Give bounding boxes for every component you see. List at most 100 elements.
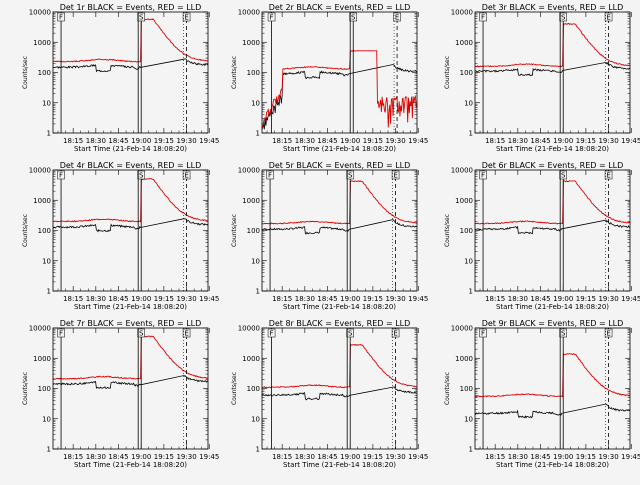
- x-tick-label: 18:15: [272, 295, 292, 303]
- x-tick-label: 19:15: [363, 453, 383, 461]
- x-tick-label: 19:15: [363, 295, 383, 303]
- marker-code: E: [393, 330, 397, 338]
- y-axis-label: Counts/sec: [231, 372, 238, 405]
- x-tick-label: 19:15: [154, 137, 174, 145]
- panel-title: Det 4r BLACK = Events, RED = LLD: [60, 161, 202, 170]
- y-tick-label: 100: [460, 385, 473, 393]
- x-tick-label: 18:15: [63, 295, 83, 303]
- marker-code: F: [59, 14, 63, 22]
- x-axis-label: Start Time (21-Feb-14 18:08:20): [74, 461, 187, 469]
- panel-title: Det 5r BLACK = Events, RED = LLD: [269, 161, 411, 170]
- y-tick-label: 10: [464, 99, 473, 107]
- plot-frame: [474, 11, 631, 134]
- y-tick-label: 10000: [238, 167, 260, 175]
- plot-frame: [474, 327, 631, 450]
- x-tick-label: 18:15: [63, 137, 83, 145]
- marker-box-E: [182, 12, 191, 22]
- marker-code: F: [270, 14, 274, 22]
- x-tick-label: 18:30: [295, 137, 315, 145]
- panel-det-1r: Det 1r BLACK = Events, RED = LLD Counts/s…: [22, 3, 219, 153]
- y-tick-label: 10000: [29, 9, 51, 17]
- x-tick-label: 19:00: [340, 137, 360, 145]
- events-series: [474, 403, 630, 419]
- x-axis-label: Start Time (21-Feb-14 18:08:20): [283, 461, 396, 469]
- marker-code: S: [348, 330, 353, 338]
- y-tick-label: 100: [460, 227, 473, 235]
- panel-title: Det 1r BLACK = Events, RED = LLD: [60, 3, 202, 12]
- x-tick-label: 19:00: [340, 295, 360, 303]
- y-tick-label: 10000: [238, 9, 260, 17]
- x-tick-label: 19:30: [598, 295, 618, 303]
- panel-title: Det 7r BLACK = Events, RED = LLD: [60, 319, 202, 328]
- x-tick-label: 18:30: [86, 137, 106, 145]
- marker-box-E: [182, 328, 191, 338]
- marker-code: F: [481, 330, 485, 338]
- y-tick-label: 10000: [451, 9, 473, 17]
- y-tick-label: 100: [38, 69, 51, 77]
- x-tick-label: 19:15: [576, 453, 596, 461]
- marker-code: S: [561, 172, 566, 180]
- y-tick-label: 10: [42, 415, 51, 423]
- x-tick-label: 18:15: [272, 453, 292, 461]
- marker-box-F: [479, 12, 487, 22]
- x-tick-label: 19:30: [176, 137, 196, 145]
- x-tick-label: 18:15: [272, 137, 292, 145]
- panel-det-4r: Det 4r BLACK = Events, RED = LLD Counts/s…: [22, 161, 219, 311]
- x-axis-label: Start Time (21-Feb-14 18:08:20): [74, 303, 187, 311]
- y-axis-label: Counts/sec: [231, 56, 238, 89]
- marker-box-E: [391, 328, 400, 338]
- marker-code: E: [184, 172, 188, 180]
- x-tick-label: 19:15: [576, 295, 596, 303]
- marker-code: F: [59, 330, 63, 338]
- x-tick-label: 18:15: [485, 295, 505, 303]
- events-series: [474, 61, 631, 77]
- y-tick-label: 10: [464, 415, 473, 423]
- x-tick-label: 18:30: [508, 453, 528, 461]
- x-tick-label: 18:45: [317, 453, 337, 461]
- x-tick-label: 19:15: [576, 137, 596, 145]
- events-series: [52, 58, 209, 73]
- x-tick-label: 18:45: [108, 137, 128, 145]
- x-tick-label: 18:15: [485, 453, 505, 461]
- marker-box-E: [393, 12, 401, 22]
- y-tick-label: 1: [256, 130, 260, 138]
- marker-box-F: [57, 170, 65, 180]
- x-tick-label: 18:30: [86, 453, 106, 461]
- x-tick-label: 18:45: [530, 453, 550, 461]
- marker-box-S: [346, 170, 354, 180]
- y-tick-label: 1000: [33, 39, 51, 47]
- lld-series: [261, 49, 418, 129]
- plot-frame: [261, 169, 418, 292]
- panel-det-5r: Det 5r BLACK = Events, RED = LLD Counts/s…: [231, 161, 428, 311]
- panel-det-9r: Det 9r BLACK = Events, RED = LLD Counts/s…: [444, 319, 640, 469]
- y-tick-label: 1: [256, 446, 260, 454]
- panel-det-8r: Det 8r BLACK = Events, RED = LLD Counts/s…: [231, 319, 428, 469]
- y-axis-label: Counts/sec: [444, 372, 451, 405]
- marker-code: E: [184, 330, 188, 338]
- plot-frame: [52, 169, 209, 292]
- marker-code: E: [184, 14, 188, 22]
- x-tick-label: 19:45: [408, 137, 428, 145]
- lld-series: [261, 180, 418, 225]
- marker-box-S: [349, 12, 357, 22]
- events-series: [261, 64, 418, 130]
- y-tick-label: 10: [251, 257, 260, 265]
- marker-box-S: [137, 170, 145, 180]
- y-tick-label: 1: [469, 446, 473, 454]
- marker-box-F: [57, 328, 65, 338]
- plot-frame: [52, 327, 209, 450]
- y-tick-label: 1000: [455, 39, 473, 47]
- y-tick-label: 1000: [242, 355, 260, 363]
- x-tick-label: 18:45: [108, 453, 128, 461]
- x-tick-label: 19:30: [598, 137, 618, 145]
- y-tick-label: 10: [251, 99, 260, 107]
- marker-box-F: [57, 12, 65, 22]
- y-tick-label: 10: [42, 257, 51, 265]
- y-tick-label: 10000: [451, 167, 473, 175]
- x-axis-label: Start Time (21-Feb-14 18:08:20): [283, 303, 396, 311]
- x-tick-label: 18:30: [295, 453, 315, 461]
- marker-box-F: [266, 170, 274, 180]
- marker-code: E: [606, 172, 610, 180]
